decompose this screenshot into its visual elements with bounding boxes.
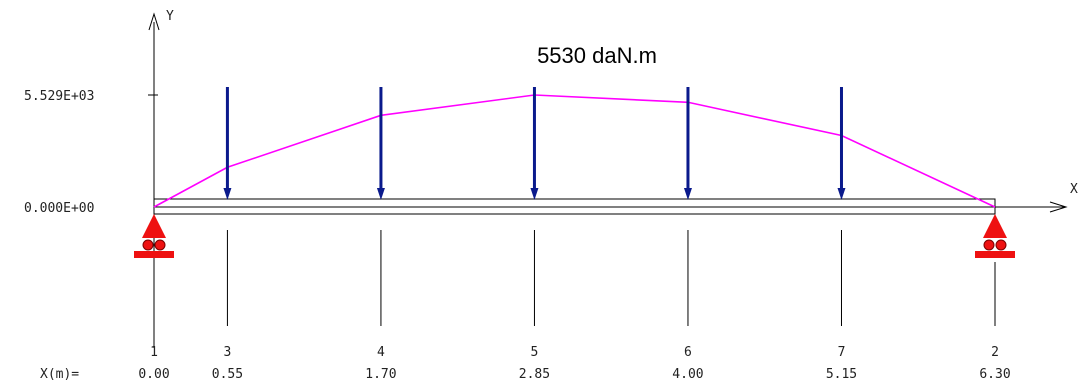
support-triangle: [983, 214, 1007, 238]
support-base: [975, 251, 1015, 258]
node-id-label: 2: [991, 345, 999, 360]
support-roller: [995, 239, 1007, 251]
y-axis-arrow: [148, 12, 160, 31]
node-lines: [153, 230, 996, 326]
x-row-label: X(m)=: [40, 367, 79, 382]
point-loads: [223, 87, 846, 200]
support-roller: [142, 239, 154, 251]
y-axis-label: Y: [166, 9, 174, 24]
node-id-label: 6: [684, 345, 692, 360]
node-x-label: 1.70: [365, 367, 396, 382]
moment-curve: [153, 94, 996, 208]
support-right: [975, 214, 1015, 258]
node-x-label: 5.15: [826, 367, 857, 382]
load-arrow-head-1: [376, 188, 385, 200]
load-arrow-head-0: [223, 188, 232, 200]
x-axis-arrow: [1049, 201, 1068, 213]
y-tick-label-zero: 0.000E+00: [24, 201, 94, 216]
node-id-label: 5: [531, 345, 539, 360]
node-x-label: 6.30: [979, 367, 1010, 382]
support-roller: [983, 239, 995, 251]
load-arrow-head-4: [837, 188, 846, 200]
load-arrow-head-2: [530, 188, 539, 200]
support-triangle: [142, 214, 166, 238]
moment-polyline: [153, 94, 996, 208]
node-id-label: 7: [838, 345, 846, 360]
node-labels: 1 0.00 3 0.55 4 1.70 5 2.85 6 4.00 7 5.15 2 6.30: [138, 345, 1010, 382]
x-axis-label: X: [1070, 182, 1078, 197]
node-x-label: 2.85: [519, 367, 550, 382]
node-id-label: 4: [377, 345, 385, 360]
support-roller: [154, 239, 166, 251]
support-base: [134, 251, 174, 258]
node-id-label: 3: [224, 345, 232, 360]
y-tick-label-top: 5.529E+03: [24, 89, 94, 104]
node-id-label: 1: [150, 345, 158, 360]
supports: [134, 214, 1015, 258]
node-x-label: 0.55: [212, 367, 243, 382]
node-x-label: 4.00: [672, 367, 703, 382]
diagram-title: 5530 daN.m: [537, 43, 657, 68]
support-left: [134, 214, 174, 258]
node-x-label: 0.00: [138, 367, 169, 382]
load-arrow-head-3: [683, 188, 692, 200]
